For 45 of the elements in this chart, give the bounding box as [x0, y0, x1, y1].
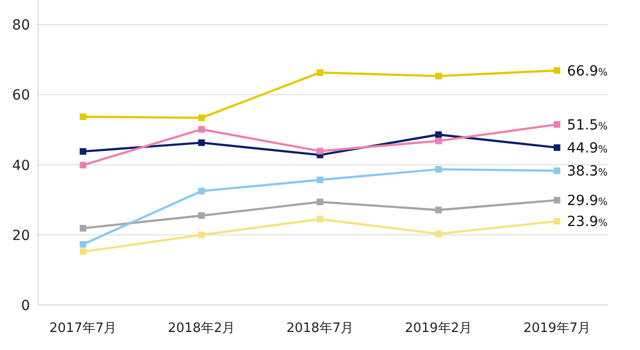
point: [80, 162, 86, 168]
point: [80, 148, 86, 155]
x-tick-label: 2018年7月: [286, 321, 354, 336]
point: [198, 114, 205, 122]
point: [316, 198, 324, 206]
x-tick-label: 2018年2月: [168, 321, 236, 336]
point: [80, 241, 86, 248]
point: [435, 166, 442, 173]
y-tick-label: 0: [21, 298, 30, 314]
x-tick-label: 2019年7月: [523, 321, 591, 336]
y-tick-label: 40: [12, 158, 30, 174]
point: [316, 176, 324, 184]
point: [198, 232, 205, 238]
point: [554, 196, 560, 204]
point: [80, 224, 86, 232]
point: [435, 131, 442, 138]
x-tick-label: 2017年7月: [49, 321, 117, 336]
data-label: 23.9%: [567, 214, 608, 230]
data-label: 66.9%: [567, 63, 608, 80]
point: [198, 126, 205, 133]
point: [435, 138, 442, 144]
y-tick-label: 20: [12, 228, 30, 244]
point: [435, 72, 442, 80]
data-label: 29.9%: [567, 193, 608, 210]
point: [316, 216, 324, 222]
data-label: 51.5%: [567, 117, 608, 134]
data-label: 44.9%: [567, 140, 608, 157]
point: [316, 148, 324, 154]
y-tick-label: 60: [12, 88, 30, 104]
point: [554, 167, 560, 174]
point: [80, 113, 86, 120]
point: [316, 69, 324, 76]
point: [554, 144, 560, 151]
point: [198, 139, 205, 146]
point: [554, 67, 560, 74]
point: [554, 218, 560, 225]
data-label: 38.3%: [567, 164, 608, 180]
point: [80, 248, 86, 256]
point: [198, 188, 205, 194]
y-tick-label: 80: [12, 18, 30, 34]
x-tick-label: 2019年2月: [404, 321, 472, 336]
point: [435, 230, 442, 238]
point: [198, 212, 205, 219]
point: [554, 121, 560, 128]
point: [435, 206, 442, 214]
